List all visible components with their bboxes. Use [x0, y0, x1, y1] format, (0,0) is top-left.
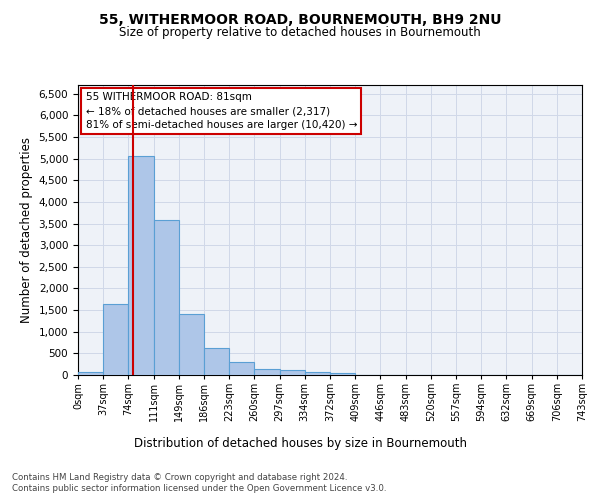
Bar: [154, 220, 179, 375]
Bar: [179, 314, 204, 375]
Bar: [204, 348, 229, 375]
Text: Size of property relative to detached houses in Bournemouth: Size of property relative to detached ho…: [119, 26, 481, 39]
Text: Contains public sector information licensed under the Open Government Licence v3: Contains public sector information licen…: [12, 484, 386, 493]
Bar: [103, 304, 128, 375]
Bar: [330, 374, 355, 375]
Text: Distribution of detached houses by size in Bournemouth: Distribution of detached houses by size …: [133, 438, 467, 450]
Text: Contains HM Land Registry data © Crown copyright and database right 2024.: Contains HM Land Registry data © Crown c…: [12, 472, 347, 482]
Bar: [78, 372, 103, 375]
Text: 55, WITHERMOOR ROAD, BOURNEMOUTH, BH9 2NU: 55, WITHERMOOR ROAD, BOURNEMOUTH, BH9 2N…: [99, 12, 501, 26]
Y-axis label: Number of detached properties: Number of detached properties: [20, 137, 33, 323]
Bar: [229, 362, 254, 375]
Bar: [305, 372, 330, 375]
Bar: [254, 368, 280, 375]
Bar: [128, 156, 154, 375]
Bar: [280, 370, 305, 375]
Text: 55 WITHERMOOR ROAD: 81sqm
← 18% of detached houses are smaller (2,317)
81% of se: 55 WITHERMOOR ROAD: 81sqm ← 18% of detac…: [86, 92, 357, 130]
